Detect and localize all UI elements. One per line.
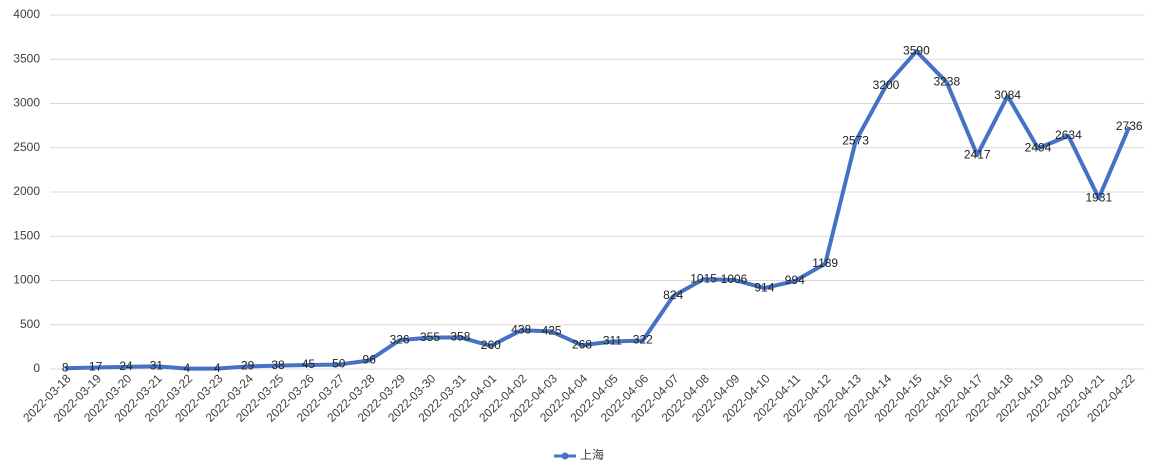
y-tick-label: 500 bbox=[20, 317, 40, 331]
y-tick-label: 2000 bbox=[13, 184, 40, 198]
data-label: 24 bbox=[119, 359, 133, 373]
y-tick-label: 1000 bbox=[13, 273, 40, 287]
data-label: 3084 bbox=[994, 88, 1021, 102]
data-label: 3238 bbox=[933, 75, 960, 89]
data-label: 2494 bbox=[1025, 140, 1052, 154]
data-label: 994 bbox=[785, 273, 805, 287]
data-label: 4 bbox=[183, 361, 190, 375]
data-label: 824 bbox=[663, 288, 683, 302]
y-tick-label: 3500 bbox=[13, 51, 40, 65]
data-label: 50 bbox=[332, 357, 346, 371]
data-label: 38 bbox=[271, 358, 285, 372]
data-label: 260 bbox=[481, 338, 501, 352]
series-line bbox=[65, 49, 1132, 371]
data-label: 8 bbox=[62, 360, 69, 374]
data-label: 1006 bbox=[721, 272, 748, 286]
data-label: 425 bbox=[542, 324, 562, 338]
data-label: 2634 bbox=[1055, 128, 1082, 142]
data-label: 96 bbox=[363, 353, 377, 367]
data-label: 322 bbox=[633, 333, 653, 347]
y-tick-label: 4000 bbox=[13, 7, 40, 21]
data-label: 2417 bbox=[964, 147, 991, 161]
y-tick-label: 2500 bbox=[13, 140, 40, 154]
data-label: 355 bbox=[420, 330, 440, 344]
y-tick-label: 0 bbox=[33, 361, 40, 375]
data-label: 29 bbox=[241, 359, 255, 373]
data-label: 268 bbox=[572, 337, 592, 351]
data-label: 358 bbox=[450, 329, 470, 343]
data-label: 914 bbox=[754, 280, 774, 294]
data-label: 3200 bbox=[873, 78, 900, 92]
data-label: 1015 bbox=[690, 271, 717, 285]
data-label: 4 bbox=[214, 361, 221, 375]
data-label: 311 bbox=[603, 334, 622, 348]
y-tick-label: 3000 bbox=[13, 96, 40, 110]
data-label: 2736 bbox=[1116, 119, 1143, 133]
data-label: 17 bbox=[89, 360, 103, 374]
data-label: 3590 bbox=[903, 43, 930, 57]
data-label: 2573 bbox=[842, 133, 869, 147]
data-label: 438 bbox=[511, 322, 531, 336]
legend-label: 上海 bbox=[580, 447, 604, 462]
legend-marker bbox=[561, 452, 569, 460]
y-tick-label: 1500 bbox=[13, 228, 40, 242]
data-label: 31 bbox=[150, 358, 164, 372]
data-label: 326 bbox=[390, 332, 410, 346]
data-label: 1189 bbox=[812, 256, 838, 270]
data-label: 45 bbox=[302, 357, 316, 371]
data-label: 1931 bbox=[1085, 190, 1112, 204]
